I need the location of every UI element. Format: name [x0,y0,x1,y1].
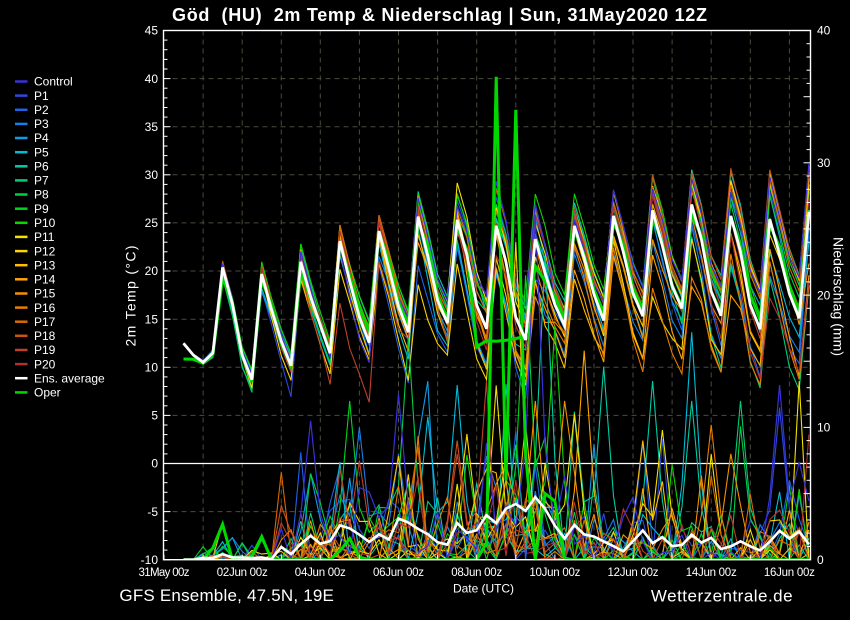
svg-text:Oper: Oper [34,386,61,400]
svg-text:0: 0 [151,457,158,471]
svg-text:P1: P1 [34,89,49,103]
svg-text:0: 0 [817,553,824,567]
svg-text:Date (UTC): Date (UTC) [453,582,514,596]
svg-text:16Jun 00z: 16Jun 00z [764,567,815,579]
svg-text:31May 00z: 31May 00z [139,567,190,579]
svg-text:Niederschlag (mm): Niederschlag (mm) [831,237,847,356]
svg-text:P2: P2 [34,103,49,117]
svg-text:P14: P14 [34,273,56,287]
svg-text:25: 25 [145,216,159,230]
svg-text:P5: P5 [34,145,49,159]
svg-text:10Jun 00z: 10Jun 00z [529,567,580,579]
svg-text:40: 40 [817,24,831,38]
svg-text:20: 20 [145,264,159,278]
svg-text:20: 20 [817,288,831,302]
svg-text:P18: P18 [34,329,56,343]
svg-text:30: 30 [817,156,831,170]
svg-text:10: 10 [817,421,831,435]
svg-text:02Jun 00z: 02Jun 00z [217,567,268,579]
svg-text:P16: P16 [34,301,56,315]
svg-text:P3: P3 [34,117,49,131]
svg-text:P20: P20 [34,357,56,371]
svg-text:5: 5 [151,409,158,423]
svg-text:Control: Control [34,75,73,89]
svg-text:Wetterzentrale.de: Wetterzentrale.de [651,587,793,606]
svg-text:Ens. average: Ens. average [34,371,105,385]
svg-text:P8: P8 [34,188,49,202]
svg-text:P4: P4 [34,131,49,145]
svg-text:P11: P11 [34,230,55,244]
svg-text:06Jun 00z: 06Jun 00z [373,567,424,579]
svg-text:P15: P15 [34,287,56,301]
svg-text:P12: P12 [34,244,56,258]
svg-text:GFS Ensemble, 47.5N, 19E: GFS Ensemble, 47.5N, 19E [119,586,334,605]
svg-text:P6: P6 [34,160,49,174]
svg-text:30: 30 [145,168,159,182]
svg-text:P7: P7 [34,174,49,188]
svg-text:04Jun 00z: 04Jun 00z [295,567,346,579]
svg-text:08Jun 00z: 08Jun 00z [451,567,502,579]
svg-text:-5: -5 [147,505,158,519]
svg-text:P19: P19 [34,343,56,357]
svg-text:P10: P10 [34,216,56,230]
svg-text:45: 45 [145,24,159,38]
svg-text:14Jun 00z: 14Jun 00z [686,567,737,579]
svg-text:2m Temp (°C): 2m Temp (°C) [123,246,139,347]
svg-text:40: 40 [145,72,159,86]
svg-text:35: 35 [145,120,159,134]
svg-text:P9: P9 [34,202,49,216]
svg-text:P13: P13 [34,258,56,272]
svg-text:15: 15 [145,312,159,326]
svg-text:10: 10 [145,361,159,375]
svg-text:12Jun 00z: 12Jun 00z [608,567,659,579]
svg-text:P17: P17 [34,315,56,329]
svg-text:-10: -10 [141,553,159,567]
svg-text:Göd (HU) 2m Temp & Niedersch: Göd (HU) 2m Temp & Niederschlag | Sun, 3… [172,5,707,25]
